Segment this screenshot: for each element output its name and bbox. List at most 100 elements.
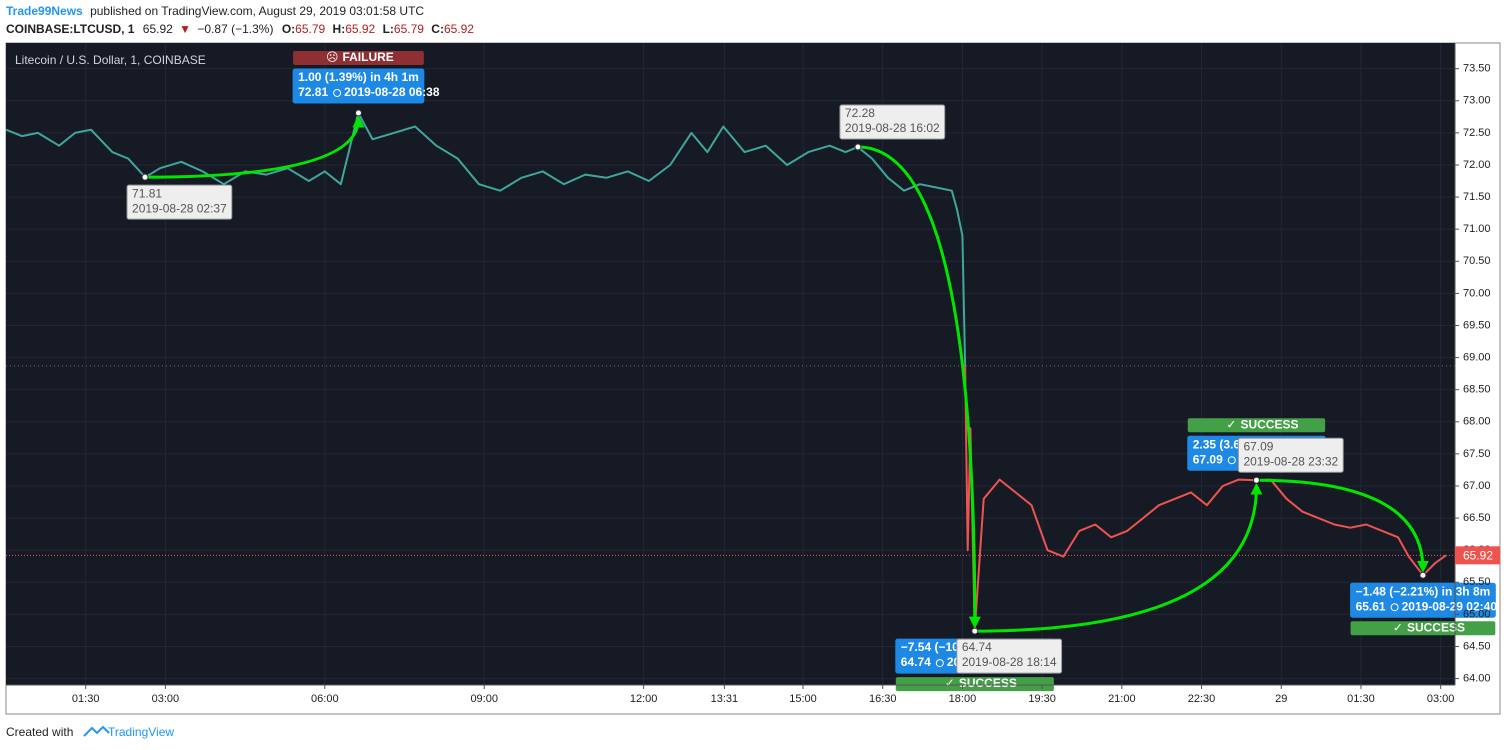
low-label: L: (383, 22, 394, 36)
y-tick-label: 70.00 (1463, 287, 1491, 299)
status-label: SUCCESS (1407, 620, 1465, 634)
box-bg (1237, 437, 1344, 473)
high-label: H: (333, 22, 346, 36)
arrow (857, 145, 981, 629)
end-time: 2019-08-29 02:40 (1402, 599, 1498, 613)
status-icon: ✓ (1226, 417, 1236, 431)
status-label: SUCCESS (1240, 417, 1298, 431)
grid (6, 43, 1455, 685)
box-sub: 65.61 (1356, 599, 1386, 613)
box-sub: 72.81 (298, 85, 328, 99)
end-point (1419, 571, 1427, 579)
status-box (1187, 418, 1326, 433)
y-tick-label: 71.00 (1463, 223, 1491, 235)
status-label: SUCCESS (959, 676, 1017, 690)
price-line (6, 112, 1447, 633)
box-bg (1350, 582, 1496, 618)
x-tick-label: 12:00 (630, 693, 658, 705)
header-line-2: COINBASE:LTCUSD, 1 65.92 ▼ −0.87 (−1.3%)… (6, 22, 474, 36)
y-tick-label: 66.50 (1463, 512, 1491, 524)
box-bg (956, 638, 1063, 674)
clock-icon (333, 88, 342, 97)
box-sub: 2019-08-28 23:32 (1243, 454, 1338, 468)
box-main: 72.28 (845, 106, 875, 120)
x-tick-label: 29 (1275, 693, 1287, 705)
axes: 64.0064.5065.0065.5066.0066.5067.0067.50… (6, 43, 1500, 705)
clock-icon (935, 659, 944, 668)
x-tick-label: 19:30 (1028, 693, 1056, 705)
box-bg (292, 68, 425, 104)
y-tick-label: 72.00 (1463, 159, 1491, 171)
status-label: FAILURE (342, 50, 393, 64)
clock-icon (1390, 603, 1399, 612)
x-tick-label: 06:00 (311, 693, 339, 705)
y-tick-label: 70.50 (1463, 255, 1491, 267)
header-line-1: Trade99News published on TradingView.com… (6, 4, 424, 18)
box-sub: 64.74 (901, 655, 931, 669)
series-layer (6, 112, 1447, 633)
footer-text: Created with (6, 725, 73, 739)
y-tick-label: 67.00 (1463, 480, 1491, 492)
status-icon: ✓ (945, 676, 955, 690)
end-point (354, 109, 362, 117)
x-tick-label: 22:30 (1188, 693, 1216, 705)
status-icon: ✓ (1393, 620, 1403, 634)
arrow (1256, 478, 1429, 573)
y-tick-label: 67.50 (1463, 448, 1491, 460)
x-tick-label: 15:00 (789, 693, 817, 705)
y-tick-label: 64.50 (1463, 640, 1491, 652)
start-point (141, 173, 149, 181)
down-icon: ▼ (179, 22, 191, 36)
y-tick-label: 73.50 (1463, 63, 1491, 75)
box-main: 67.09 (1243, 439, 1273, 453)
y-tick-label: 65.50 (1463, 576, 1491, 588)
y-tick-label: 68.00 (1463, 416, 1491, 428)
y-tick-label: 65.00 (1463, 608, 1491, 620)
y-tick-label: 72.50 (1463, 127, 1491, 139)
box-sub: 2019-08-28 16:02 (845, 121, 940, 135)
box-main: 71.81 (132, 186, 162, 200)
chart-title: Litecoin / U.S. Dollar, 1, COINBASE (15, 53, 206, 67)
plot-area (6, 43, 1455, 685)
change: −0.87 (−1.3%) (197, 22, 273, 36)
box-sub: 67.09 (1193, 452, 1223, 466)
x-tick-label: 03:00 (152, 693, 180, 705)
start-point (971, 627, 979, 635)
x-tick-label: 03:00 (1427, 693, 1455, 705)
low-value: 65.79 (394, 22, 424, 36)
box-main: 64.74 (962, 640, 992, 654)
start-point (1252, 476, 1260, 484)
start-point (854, 143, 862, 151)
arrow (145, 115, 365, 179)
open-label: O: (282, 22, 295, 36)
x-tick-label: 18:00 (949, 693, 977, 705)
y-tick-label: 73.00 (1463, 95, 1491, 107)
last-price-label: 65.92 (1463, 548, 1493, 562)
author[interactable]: Trade99News (6, 4, 83, 18)
box-main: −1.48 (−2.21%) in 3h 8m (1356, 584, 1491, 598)
close-label: C: (431, 22, 444, 36)
published: published on TradingView.com, August 29,… (90, 4, 424, 18)
footer-brand[interactable]: TradingView (108, 725, 174, 739)
arrow (974, 482, 1263, 633)
box-sub: 2019-08-28 18:14 (962, 655, 1057, 669)
high-value: 65.92 (345, 22, 375, 36)
box-bg (839, 104, 946, 140)
x-tick-label: 01:30 (1347, 693, 1375, 705)
status-box (293, 50, 424, 65)
x-tick-label: 09:00 (470, 693, 498, 705)
close-value: 65.92 (444, 22, 474, 36)
y-tick-label: 68.50 (1463, 384, 1491, 396)
footer-logo (83, 725, 110, 737)
status-icon: ☹ (326, 50, 339, 64)
open-value: 65.79 (295, 22, 325, 36)
